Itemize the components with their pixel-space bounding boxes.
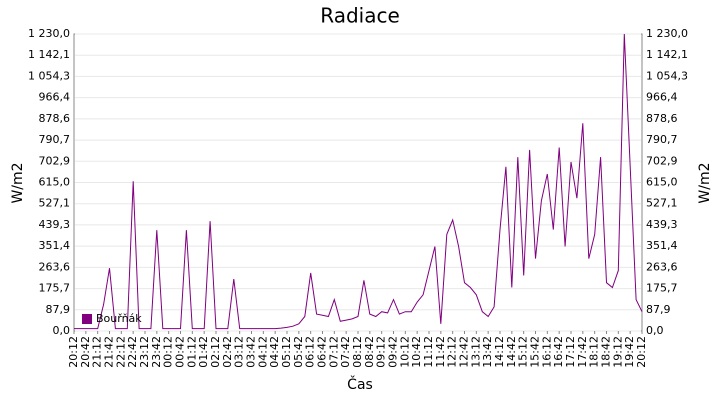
x-tick-label: 13:42 [481, 336, 494, 368]
x-tick-label: 19:12 [611, 336, 624, 368]
y-tick-label: 87,9 [46, 303, 71, 316]
x-tick-label: 21:12 [91, 336, 104, 368]
y-tick-label: 527,1 [39, 197, 71, 210]
y-tick-label: 439,3 [39, 218, 71, 231]
chart-title: Radiace [320, 4, 400, 28]
x-tick-label: 17:12 [564, 336, 577, 368]
x-tick-label: 16:12 [540, 336, 553, 368]
x-tick-label: 05:42 [292, 336, 305, 368]
x-tick-label: 00:42 [174, 336, 187, 368]
x-tick-label: 22:42 [126, 336, 139, 368]
y-tick-label: 175,7 [39, 282, 71, 295]
y2-tick-label: 1 142,1 [646, 48, 688, 61]
y2-tick-label: 439,3 [646, 218, 678, 231]
x-tick-label: 05:12 [280, 336, 293, 368]
x-tick-label: 12:42 [458, 336, 471, 368]
y2-tick-label: 878,6 [646, 112, 678, 125]
y2-axis-label: W/m2 [697, 162, 713, 203]
x-tick-label: 07:12 [327, 336, 340, 368]
y-tick-label: 878,6 [39, 112, 71, 125]
y2-tick-label: 702,9 [646, 154, 678, 167]
x-tick-label: 03:12 [233, 336, 246, 368]
x-tick-label: 04:12 [256, 336, 269, 368]
y2-tick-label: 790,7 [646, 133, 678, 146]
x-tick-label: 07:42 [339, 336, 352, 368]
y-tick-label: 615,0 [39, 176, 71, 189]
y2-tick-label: 527,1 [646, 197, 678, 210]
x-tick-label: 06:42 [316, 336, 329, 368]
x-tick-label: 03:42 [245, 336, 258, 368]
y-tick-label: 0,0 [53, 324, 71, 337]
x-tick-label: 11:12 [422, 336, 435, 368]
y-tick-label: 966,4 [39, 91, 71, 104]
x-tick-label: 06:12 [304, 336, 317, 368]
x-tick-label: 01:42 [197, 336, 210, 368]
x-tick-label: 20:12 [67, 336, 80, 368]
x-tick-label: 22:12 [114, 336, 127, 368]
y-tick-label: 1 054,3 [28, 69, 70, 82]
y2-tick-label: 1 054,3 [646, 69, 688, 82]
x-tick-label: 14:42 [505, 336, 518, 368]
y2-tick-label: 0,0 [646, 324, 664, 337]
x-tick-label: 00:12 [162, 336, 175, 368]
legend-swatch [82, 314, 92, 324]
x-tick-label: 11:42 [434, 336, 447, 368]
y-tick-label: 1 230,0 [28, 27, 70, 40]
x-tick-label: 09:42 [387, 336, 400, 368]
x-tick-label: 20:42 [79, 336, 92, 368]
x-tick-label: 08:12 [351, 336, 364, 368]
x-tick-label: 21:42 [103, 336, 116, 368]
x-tick-label: 20:12 [635, 336, 648, 368]
y-tick-label: 1 142,1 [28, 48, 70, 61]
y2-tick-label: 87,9 [646, 303, 671, 316]
legend-label: Bouřňák [96, 312, 142, 325]
x-tick-label: 15:42 [529, 336, 542, 368]
y2-tick-label: 966,4 [646, 91, 678, 104]
x-tick-label: 08:42 [363, 336, 376, 368]
y-tick-label: 351,4 [39, 239, 71, 252]
x-tick-label: 02:12 [209, 336, 222, 368]
x-tick-label: 23:42 [150, 336, 163, 368]
x-tick-label: 15:12 [517, 336, 530, 368]
x-axis-label: Čas [347, 375, 373, 393]
x-tick-label: 01:12 [185, 336, 198, 368]
y-tick-label: 263,6 [39, 260, 71, 273]
x-tick-label: 18:42 [600, 336, 613, 368]
y-axis-label: W/m2 [10, 162, 26, 203]
y-tick-label: 790,7 [39, 133, 71, 146]
x-tick-label: 13:12 [469, 336, 482, 368]
x-tick-label: 10:42 [410, 336, 423, 368]
x-tick-label: 09:12 [375, 336, 388, 368]
y2-tick-label: 351,4 [646, 239, 678, 252]
y2-tick-label: 175,7 [646, 282, 678, 295]
y2-tick-label: 615,0 [646, 176, 678, 189]
y2-tick-label: 263,6 [646, 260, 678, 273]
x-tick-label: 14:12 [493, 336, 506, 368]
x-tick-label: 12:12 [446, 336, 459, 368]
x-tick-label: 10:12 [398, 336, 411, 368]
x-tick-label: 17:42 [576, 336, 589, 368]
x-tick-label: 02:42 [221, 336, 234, 368]
x-tick-label: 16:42 [552, 336, 565, 368]
y-tick-label: 702,9 [39, 154, 71, 167]
x-tick-label: 23:12 [138, 336, 151, 368]
x-tick-label: 18:12 [588, 336, 601, 368]
y2-tick-label: 1 230,0 [646, 27, 688, 40]
data-line [74, 33, 643, 330]
x-tick-label: 04:42 [268, 336, 281, 368]
x-tick-label: 19:42 [623, 336, 636, 368]
